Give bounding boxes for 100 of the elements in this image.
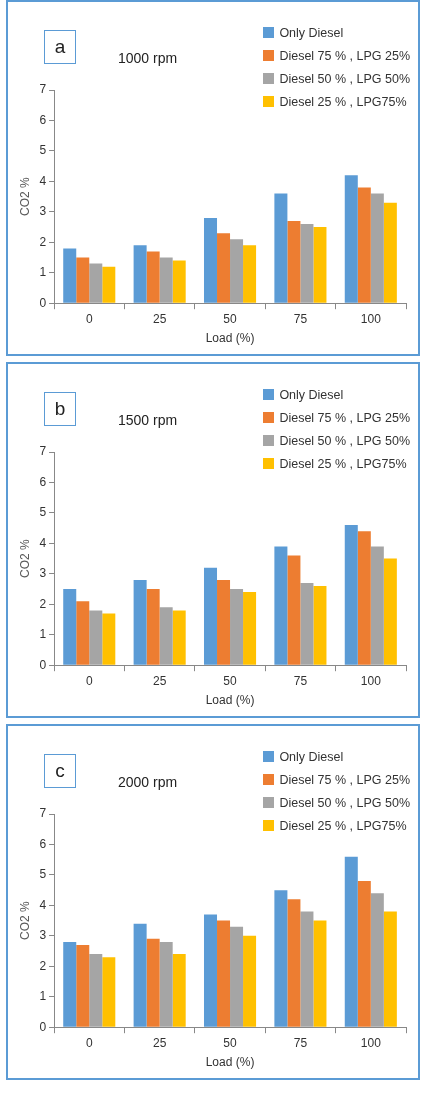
bar xyxy=(357,531,371,665)
y-axis-title: CO2 % xyxy=(17,900,32,940)
legend-label: Diesel 25 % , LPG75% xyxy=(279,95,407,109)
bar xyxy=(287,899,301,1027)
legend-label: Only Diesel xyxy=(279,388,344,402)
bar xyxy=(383,202,397,303)
y-axis-title: CO2 % xyxy=(17,538,32,578)
y-tick-label: 2 xyxy=(39,596,47,611)
y-tick-label: 6 xyxy=(39,474,47,489)
x-tick-label: 75 xyxy=(293,311,308,326)
bar xyxy=(357,187,371,303)
y-tick-label: 1 xyxy=(39,265,47,280)
bar xyxy=(217,579,231,665)
bar xyxy=(159,257,173,303)
bar xyxy=(344,175,358,303)
legend-label: Diesel 25 % , LPG75% xyxy=(279,819,407,833)
bar xyxy=(102,957,116,1027)
bar xyxy=(76,257,90,303)
y-tick-label: 7 xyxy=(39,444,47,459)
text: b xyxy=(44,392,76,426)
bar xyxy=(89,610,103,665)
x-tick-label: 50 xyxy=(223,311,238,326)
bar xyxy=(217,920,231,1027)
y-tick-label: 6 xyxy=(39,836,47,851)
bar xyxy=(243,592,257,665)
legend-label: Diesel 50 % , LPG 50% xyxy=(279,796,410,810)
bar xyxy=(102,613,116,665)
bar xyxy=(203,914,218,1027)
y-tick-label: 3 xyxy=(39,566,47,581)
y-tick-label: 5 xyxy=(39,867,47,882)
bar xyxy=(159,941,173,1027)
bar xyxy=(313,227,327,303)
y-tick-label: 5 xyxy=(39,143,47,158)
bar xyxy=(243,935,257,1027)
y-tick-label: 1 xyxy=(39,627,47,642)
y-tick-label: 5 xyxy=(39,505,47,520)
x-axis-title: Load (%) xyxy=(205,1055,255,1070)
bar xyxy=(133,245,147,303)
bar xyxy=(357,881,371,1027)
x-tick-label: 0 xyxy=(85,1035,93,1050)
x-tick-label: 0 xyxy=(85,673,93,688)
y-tick-label: 0 xyxy=(39,1019,47,1034)
y-tick-label: 3 xyxy=(39,204,47,219)
bar xyxy=(102,266,116,303)
bar xyxy=(76,944,90,1027)
bar xyxy=(203,217,218,303)
legend-label: Diesel 50 % , LPG 50% xyxy=(279,72,410,86)
y-tick-label: 7 xyxy=(39,806,47,821)
y-tick-label: 4 xyxy=(39,897,47,912)
x-axis-title: Load (%) xyxy=(205,331,255,346)
y-tick-label: 7 xyxy=(39,82,47,97)
x-axis-title: Load (%) xyxy=(205,693,255,708)
chart-title: 2000 rpm xyxy=(118,774,178,790)
legend-label: Only Diesel xyxy=(279,750,344,764)
y-tick-label: 0 xyxy=(39,295,47,310)
x-tick-label: 100 xyxy=(360,1035,382,1050)
bar xyxy=(370,893,384,1027)
bar xyxy=(274,193,288,303)
bar xyxy=(89,954,103,1027)
bar xyxy=(300,582,314,665)
bar xyxy=(217,233,231,303)
legend-label: Diesel 25 % , LPG75% xyxy=(279,457,407,471)
y-tick-label: 1 xyxy=(39,989,47,1004)
bar xyxy=(287,220,301,303)
chart-title: 1000 rpm xyxy=(118,50,178,66)
text: a xyxy=(44,30,76,64)
bar xyxy=(133,579,147,665)
y-tick-label: 4 xyxy=(39,173,47,188)
legend-label: Diesel 75 % , LPG 25% xyxy=(279,49,410,63)
bar xyxy=(344,856,358,1027)
bar xyxy=(230,926,244,1027)
x-tick-label: 25 xyxy=(152,673,167,688)
y-tick-label: 3 xyxy=(39,928,47,943)
bar xyxy=(383,558,397,665)
bar xyxy=(159,607,173,665)
bar xyxy=(203,567,218,665)
bar xyxy=(370,546,384,665)
text: c xyxy=(44,754,76,788)
y-tick-label: 4 xyxy=(39,535,47,550)
bar xyxy=(89,263,103,303)
bar xyxy=(172,610,186,665)
y-axis-title: CO2 % xyxy=(17,176,32,216)
x-tick-label: 25 xyxy=(152,311,167,326)
bar xyxy=(274,546,288,665)
x-tick-label: 50 xyxy=(223,1035,238,1050)
chart-title: 1500 rpm xyxy=(118,412,178,428)
x-tick-label: 75 xyxy=(293,673,308,688)
y-tick-label: 0 xyxy=(39,657,47,672)
legend-label: Diesel 75 % , LPG 25% xyxy=(279,411,410,425)
bar xyxy=(172,954,186,1027)
bar xyxy=(63,248,77,303)
bar xyxy=(300,224,314,303)
bar xyxy=(243,245,257,303)
bar xyxy=(274,890,288,1027)
x-tick-label: 50 xyxy=(223,673,238,688)
legend-label: Diesel 75 % , LPG 25% xyxy=(279,773,410,787)
x-tick-label: 100 xyxy=(360,673,382,688)
x-tick-label: 0 xyxy=(85,311,93,326)
bar xyxy=(146,251,160,303)
bar xyxy=(313,920,327,1027)
